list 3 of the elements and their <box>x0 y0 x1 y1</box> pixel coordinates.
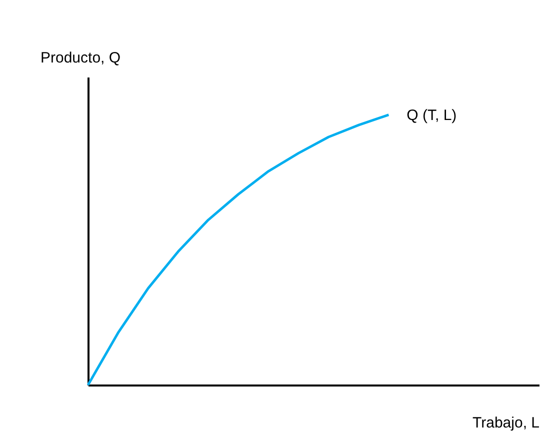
series-label: Q (T, L) <box>406 106 457 124</box>
y-axis-title: Producto, Q <box>40 50 121 66</box>
x-axis-title: Trabajo, L <box>472 414 540 432</box>
